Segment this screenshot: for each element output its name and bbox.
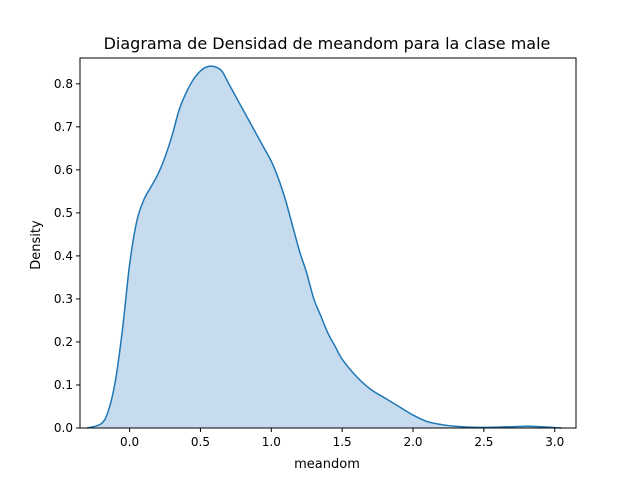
x-axis-ticks: 0.0 0.5 1.0 1.5 2.0 2.5 3.0 — [120, 428, 564, 449]
x-tick-label: 2.0 — [403, 435, 422, 449]
x-tick-label: 3.0 — [545, 435, 564, 449]
x-tick-label: 0.0 — [120, 435, 139, 449]
x-axis-label: meandom — [294, 457, 360, 472]
x-tick-label: 1.0 — [262, 435, 281, 449]
y-tick-label: 0.0 — [54, 421, 73, 435]
y-tick-label: 0.5 — [54, 206, 73, 220]
y-tick-label: 0.8 — [54, 77, 73, 91]
y-tick-label: 0.4 — [54, 249, 73, 263]
y-axis-label: Density — [29, 220, 44, 270]
y-axis-ticks: 0.0 0.1 0.2 0.3 0.4 0.5 0.6 0.7 0.8 — [54, 77, 80, 435]
plot-area — [86, 65, 562, 429]
chart-title: Diagrama de Densidad de meandom para la … — [104, 34, 551, 53]
x-tick-label: 0.5 — [191, 435, 210, 449]
y-tick-label: 0.2 — [54, 335, 73, 349]
y-tick-label: 0.7 — [54, 120, 73, 134]
x-tick-label: 1.5 — [333, 435, 352, 449]
density-area-fill — [87, 66, 562, 428]
axes-frame — [79, 57, 577, 429]
y-tick-label: 0.1 — [54, 378, 73, 392]
y-tick-label: 0.3 — [54, 292, 73, 306]
y-tick-label: 0.6 — [54, 163, 73, 177]
density-line — [86, 65, 562, 429]
x-tick-label: 2.5 — [474, 435, 493, 449]
